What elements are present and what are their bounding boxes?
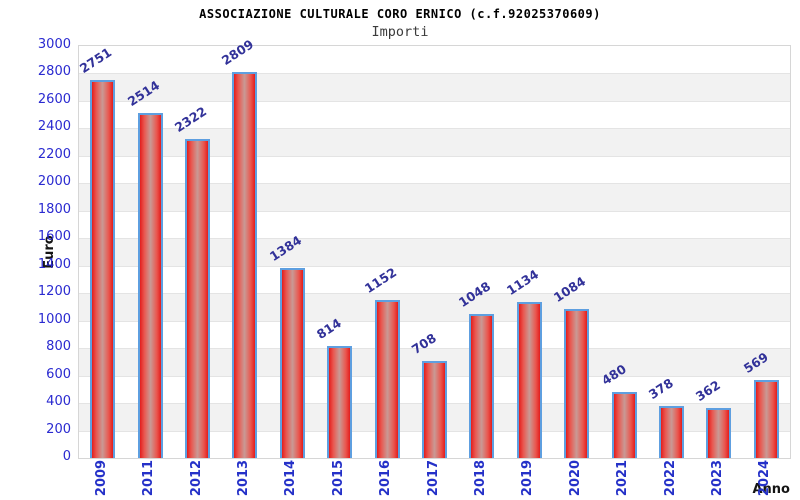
y-tick-label: 2000 (37, 174, 71, 190)
y-tick-label: 1200 (37, 284, 71, 300)
y-tick-label: 2600 (37, 91, 71, 107)
bar (279, 267, 305, 458)
y-tick-label: 0 (62, 449, 71, 464)
chart-title: ASSOCIAZIONE CULTURALE CORO ERNICO (c.f.… (199, 7, 601, 21)
bar (659, 406, 684, 458)
x-tick-label: 2018 (472, 459, 488, 497)
x-tick-label: 2012 (188, 459, 204, 497)
y-tick-label: 2200 (37, 146, 71, 162)
bar (374, 299, 400, 458)
bar (516, 302, 542, 458)
bar (469, 314, 495, 458)
y-tick-label: 400 (46, 394, 71, 410)
x-tick-label: 2014 (283, 459, 299, 497)
x-tick-label: 2016 (378, 459, 394, 497)
x-tick-label: 2017 (425, 459, 441, 497)
x-tick-label: 2020 (567, 459, 583, 497)
x-axis-title: Anno (752, 482, 790, 497)
x-tick-label: 2022 (662, 459, 678, 497)
x-tick-label: 2019 (520, 459, 536, 497)
bar (137, 112, 163, 458)
x-tick-label: 2013 (235, 459, 251, 497)
y-tick-label: 2400 (37, 119, 71, 135)
x-tick-label: 2009 (93, 459, 109, 497)
bar (753, 379, 779, 458)
bar (327, 346, 353, 458)
y-tick-label: 3000 (37, 37, 71, 52)
y-tick-label: 600 (46, 366, 71, 382)
grid-band (79, 73, 790, 101)
grid-band (79, 100, 790, 129)
y-tick-label: 200 (46, 421, 71, 437)
plot-area: 2751 2514 2322 2809 1384 814 1152 708 1048 1134 10… (77, 37, 791, 459)
chart-subtitle: Importi (371, 24, 429, 40)
x-tick-label: 2023 (709, 459, 725, 497)
y-tick-label: 1800 (37, 201, 71, 217)
bar (232, 72, 258, 458)
x-tick-label: 2015 (330, 459, 346, 497)
x-tick-label: 2011 (141, 459, 157, 497)
y-tick-label: 1600 (37, 229, 71, 245)
bar (185, 139, 210, 458)
x-tick-label: 2024 (757, 459, 773, 497)
y-tick-label: 1400 (37, 256, 71, 272)
y-tick-label: 800 (46, 339, 71, 355)
bar (611, 392, 637, 458)
x-tick-label: 2021 (615, 459, 631, 497)
bar (706, 408, 732, 458)
y-tick-label: 1000 (37, 311, 71, 327)
bar (564, 309, 590, 458)
grid-band (79, 46, 790, 74)
bar (422, 360, 447, 458)
y-tick-label: 2800 (37, 64, 71, 80)
bar (90, 80, 116, 458)
